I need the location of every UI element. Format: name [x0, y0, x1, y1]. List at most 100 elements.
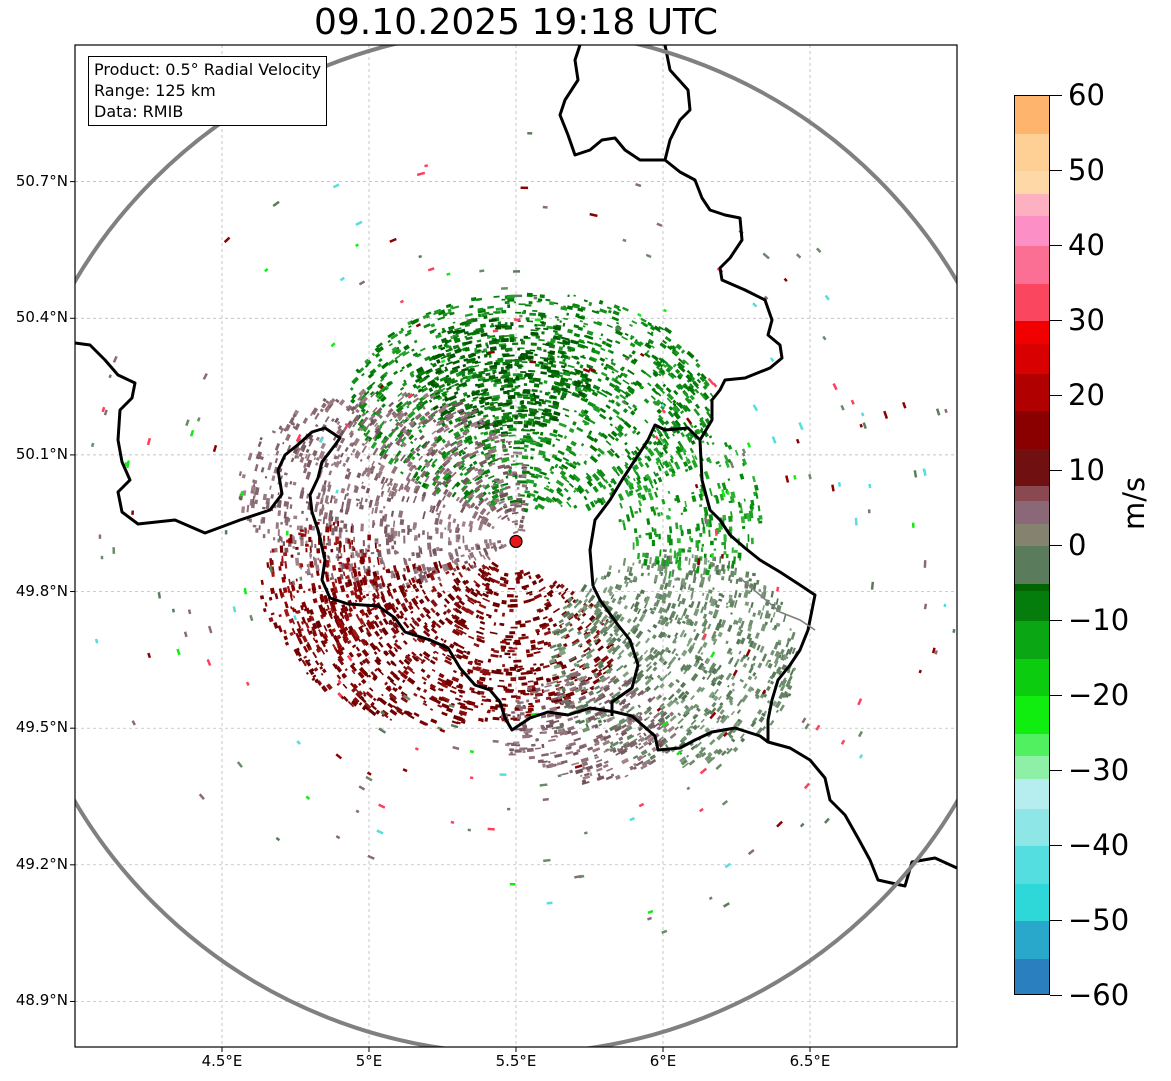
echo-gate [500, 376, 507, 379]
echo-gate [590, 627, 598, 635]
echo-gate [334, 611, 339, 619]
echo-gate [557, 433, 564, 438]
echo-gate [653, 447, 658, 452]
echo-gate [383, 448, 389, 455]
echo-gate [450, 411, 457, 416]
echo-gate [501, 424, 508, 427]
echo-gate [383, 603, 390, 612]
echo-gate [491, 396, 499, 402]
echo-gate [534, 353, 538, 357]
echo-gate [625, 581, 629, 588]
echo-gate [401, 585, 406, 591]
echo-gate [415, 475, 421, 482]
echo-gate [490, 546, 494, 549]
echo-gate [735, 658, 740, 665]
echo-gate [675, 401, 680, 406]
echo-gate [744, 601, 750, 607]
echo-gate [615, 470, 621, 477]
echo-gate [484, 717, 489, 722]
echo-gate [477, 307, 484, 312]
echo-gate [746, 579, 750, 583]
echo-gate [418, 388, 424, 393]
echo-gate [455, 460, 463, 468]
echo-gate [693, 608, 700, 617]
echo-gate [384, 437, 390, 444]
echo-gate [474, 361, 481, 365]
echo-gate [679, 629, 686, 638]
echo-gate [304, 453, 309, 459]
echo-gate [521, 455, 529, 460]
echo-gate [565, 385, 571, 389]
echo-gate [727, 624, 733, 633]
echo-gate [387, 331, 396, 339]
echo-gate [727, 684, 730, 688]
echo-gate [732, 619, 737, 625]
echo-gate [688, 547, 692, 550]
echo-gate [481, 484, 486, 489]
echo-gate [501, 309, 507, 314]
echo-gate [538, 608, 544, 613]
echo-gate [370, 392, 376, 398]
echo-gate [353, 536, 355, 543]
echo-gate [506, 384, 514, 388]
echo-gate [394, 355, 401, 360]
echo-gate [572, 303, 580, 307]
echo-gate [547, 691, 556, 697]
echo-gate [449, 689, 457, 695]
echo-gate [404, 710, 411, 717]
echo-gate [507, 393, 510, 395]
echo-gate [682, 421, 689, 428]
echo-gate [525, 355, 534, 360]
echo-gate [521, 682, 528, 686]
echo-gate [350, 453, 353, 456]
echo-gate [441, 438, 447, 444]
echo-gate [478, 514, 483, 519]
echo-gate [480, 323, 487, 328]
echo-gate [594, 710, 603, 717]
echo-gate [412, 352, 419, 357]
echo-gate [605, 342, 613, 348]
echo-gate [635, 745, 639, 749]
echo-gate [702, 618, 707, 627]
echo-gate [511, 711, 515, 714]
echo-gate [376, 697, 381, 702]
echo-gate [342, 633, 349, 642]
echo-gate [583, 322, 589, 326]
echo-gate [681, 735, 688, 742]
echo-gate [336, 421, 341, 426]
echo-gate [514, 595, 518, 598]
echo-gate [578, 719, 585, 725]
echo-gate [509, 666, 516, 671]
echo-gate [730, 570, 735, 577]
echo-gate [606, 717, 613, 723]
echo-gate [431, 570, 436, 574]
echo-gate [471, 510, 479, 520]
echo-gate [412, 464, 417, 469]
echo-gate [671, 602, 677, 610]
echo-gate [242, 490, 247, 496]
echo-gate [357, 594, 363, 602]
echo-gate [498, 545, 503, 550]
echo-gate [523, 424, 529, 428]
echo-gate [359, 497, 364, 505]
echo-gate [482, 592, 489, 598]
echo-gate [626, 475, 631, 479]
echo-gate [688, 620, 695, 627]
echo-gate [379, 509, 383, 514]
echo-gate [481, 438, 490, 444]
echo-gate [641, 760, 649, 767]
echo-gate [336, 547, 340, 551]
echo-gate [489, 422, 494, 426]
echo-gate [560, 365, 566, 369]
echo-gate [523, 335, 528, 339]
echo-gate [423, 700, 427, 704]
echo-gate [557, 341, 565, 345]
echo-gate [374, 352, 381, 358]
echo-gate [402, 669, 410, 676]
echo-gate [521, 429, 529, 432]
echo-gate [625, 465, 629, 469]
echo-gate [487, 360, 493, 365]
echo-gate [310, 573, 314, 578]
echo-gate [555, 438, 561, 442]
